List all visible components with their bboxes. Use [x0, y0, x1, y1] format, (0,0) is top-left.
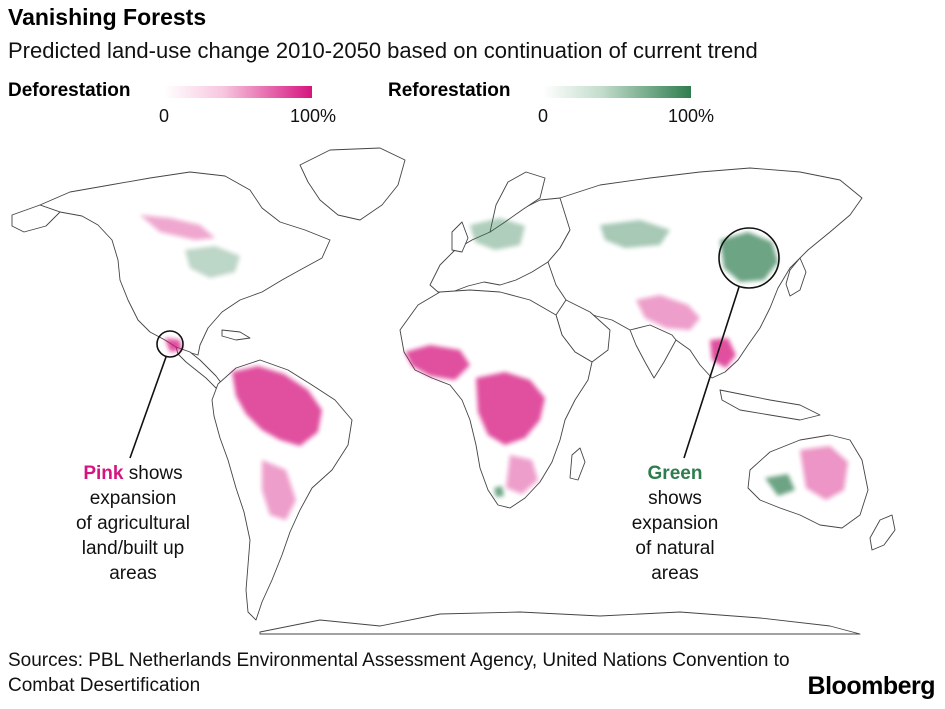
map-title: Vanishing Forests [8, 4, 207, 30]
green-keyword: Green [647, 463, 703, 484]
pink-line2: expansion [89, 488, 177, 509]
scandinavia-landmass [489, 171, 546, 233]
legend-deforestation-max: 100% [290, 106, 337, 126]
uk-landmass [451, 221, 469, 253]
japan-landmass [785, 257, 807, 297]
north-america-landmass [39, 171, 331, 356]
legend-reforestation-scale [543, 86, 691, 98]
greenland-landmass [299, 147, 406, 221]
legend-reforestation-max: 100% [668, 106, 715, 126]
pink-callout-circle [156, 330, 184, 358]
new-zealand-landmass [869, 514, 896, 551]
pink-line4: land/built up [81, 538, 185, 559]
deforestation-areas [140, 215, 848, 520]
pink-keyword: Pink [83, 463, 124, 484]
green-callout-line [683, 286, 740, 459]
caribbean-islands [221, 329, 251, 341]
india-landmass [629, 324, 677, 379]
world-map [11, 147, 896, 635]
pink-callout: Pink shows expansion of agricultural lan… [58, 461, 208, 586]
legend-reforestation-label: Reforestation [388, 80, 511, 101]
legend-deforestation-label: Deforestation [8, 80, 131, 101]
madagascar-landmass [569, 447, 586, 481]
pink-line5: areas [109, 563, 157, 584]
green-line3: expansion [631, 513, 719, 534]
legend-reforestation-min: 0 [538, 106, 549, 126]
pink-line1-rest: shows [123, 463, 183, 484]
green-line4: of natural [635, 538, 715, 559]
legend-deforestation-scale [164, 86, 312, 98]
green-line5: areas [651, 563, 699, 584]
reforestation-areas [185, 218, 795, 497]
indonesia-islands [719, 389, 821, 421]
sources-note: Sources: PBL Netherlands Environmental A… [8, 650, 790, 696]
green-callout-circle [718, 227, 780, 289]
alaska-landmass [11, 204, 61, 233]
map-subtitle: Predicted land-use change 2010-2050 base… [8, 38, 758, 63]
green-line2: shows [648, 488, 702, 509]
antarctica-landmass [259, 611, 861, 635]
central-america-landmass [175, 346, 223, 389]
green-callout: Green shows expansion of natural areas [610, 461, 740, 586]
bloomberg-logo: Bloomberg [807, 672, 936, 700]
pink-callout-line [129, 356, 167, 459]
legend-deforestation-min: 0 [159, 106, 170, 126]
pink-line3: of agricultural [75, 513, 191, 534]
